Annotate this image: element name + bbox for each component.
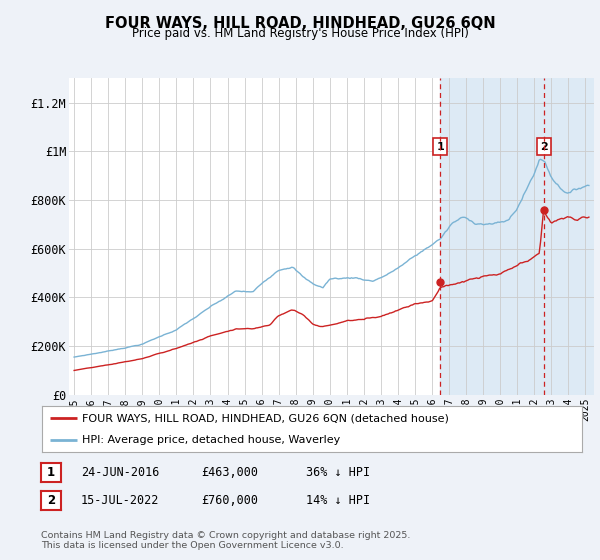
Text: 2: 2 [47,493,55,507]
Text: Contains HM Land Registry data © Crown copyright and database right 2025.
This d: Contains HM Land Registry data © Crown c… [41,531,410,550]
Text: FOUR WAYS, HILL ROAD, HINDHEAD, GU26 6QN: FOUR WAYS, HILL ROAD, HINDHEAD, GU26 6QN [104,16,496,31]
Text: 1: 1 [47,466,55,479]
Text: £463,000: £463,000 [201,466,258,479]
Text: 2: 2 [539,142,547,152]
Text: 1: 1 [436,142,444,152]
Bar [440,78,600,395]
Text: 24-JUN-2016: 24-JUN-2016 [81,466,160,479]
Text: 14% ↓ HPI: 14% ↓ HPI [306,493,370,507]
Text: HPI: Average price, detached house, Waverley: HPI: Average price, detached house, Wave… [83,435,341,445]
Text: Price paid vs. HM Land Registry's House Price Index (HPI): Price paid vs. HM Land Registry's House … [131,27,469,40]
Text: £760,000: £760,000 [201,493,258,507]
Text: 36% ↓ HPI: 36% ↓ HPI [306,466,370,479]
Text: FOUR WAYS, HILL ROAD, HINDHEAD, GU26 6QN (detached house): FOUR WAYS, HILL ROAD, HINDHEAD, GU26 6QN… [83,413,449,423]
Text: 15-JUL-2022: 15-JUL-2022 [81,493,160,507]
